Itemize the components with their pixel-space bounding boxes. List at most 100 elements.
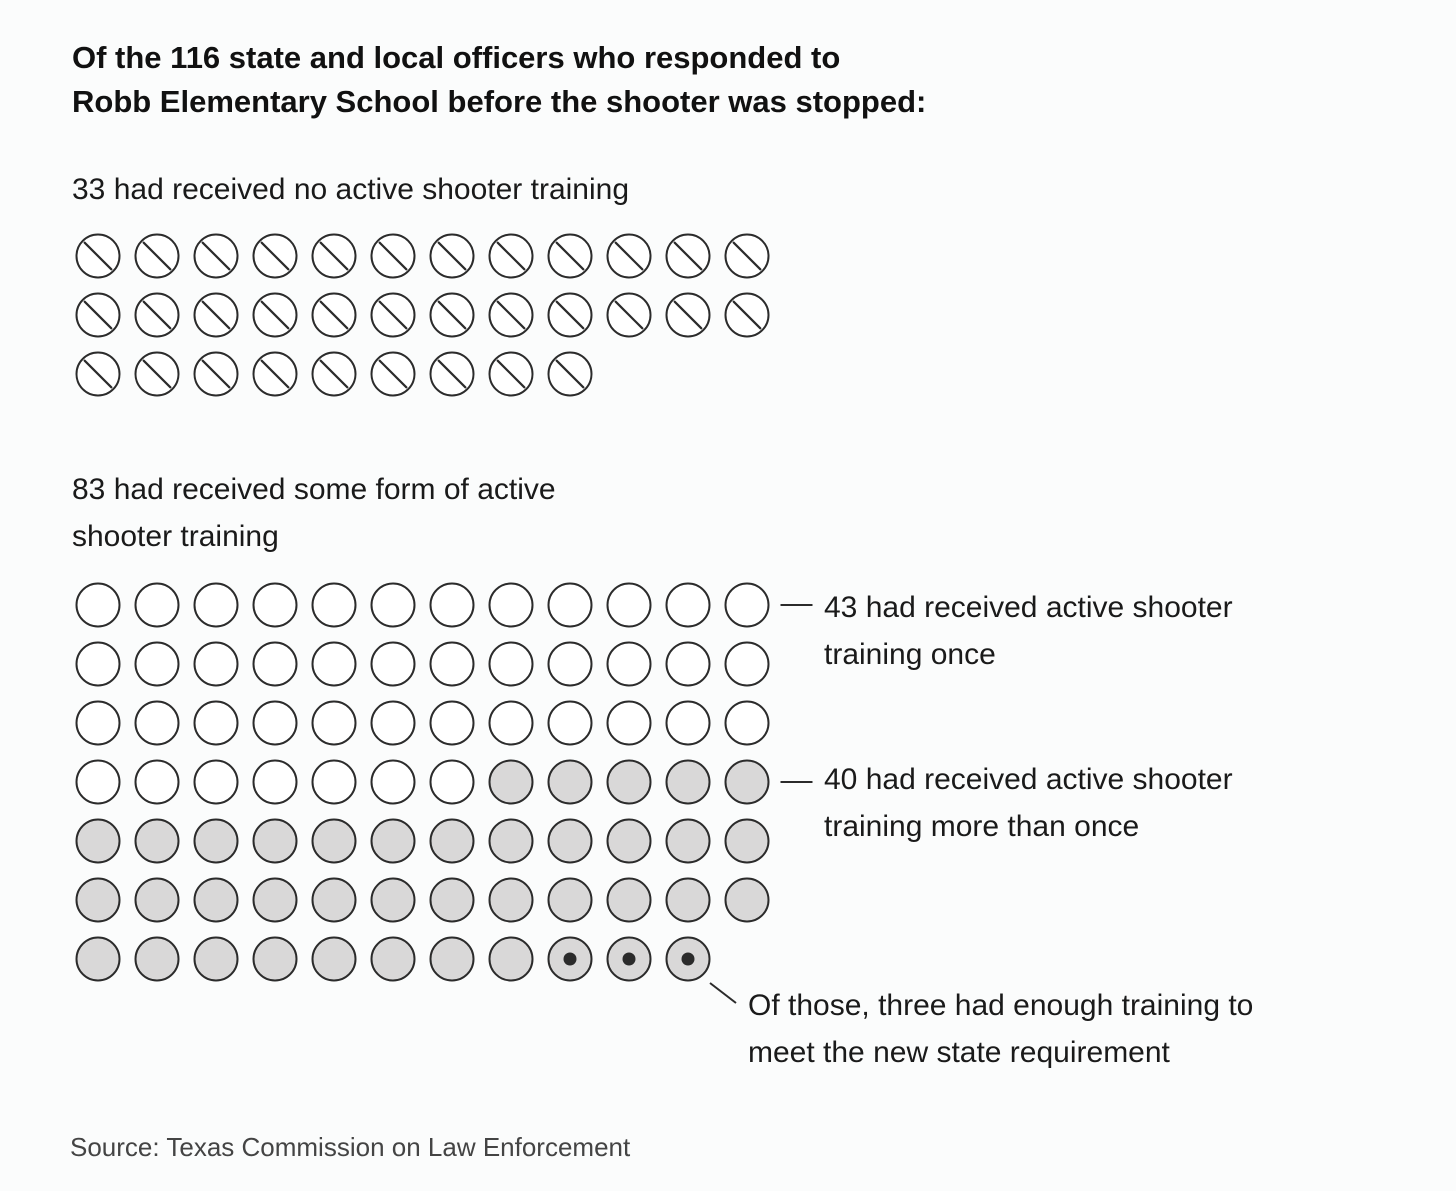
officer-trained-once <box>134 641 180 687</box>
officer-trained-once <box>606 700 652 746</box>
officer-no-training <box>370 292 416 338</box>
slash-mark <box>437 359 467 389</box>
officer-trained-more-than-once <box>311 936 357 982</box>
slash-mark <box>83 300 113 330</box>
slash-mark <box>201 300 231 330</box>
officer-trained-once <box>429 700 475 746</box>
state-requirement-label-line-1: Of those, three had enough training to <box>748 989 1254 1022</box>
slash-mark <box>673 300 703 330</box>
some-training-label-line-2: shooter training <box>72 520 279 553</box>
circle-mark <box>488 759 534 805</box>
officer-no-training <box>724 233 770 279</box>
officer-no-training <box>547 233 593 279</box>
circle-mark <box>665 641 711 687</box>
circle-mark <box>547 582 593 628</box>
officer-trained-more-than-once <box>724 877 770 923</box>
circle-mark <box>665 759 711 805</box>
officer-trained-once <box>75 582 121 628</box>
circle-mark <box>547 759 593 805</box>
circle-mark <box>75 582 121 628</box>
officer-trained-once <box>606 641 652 687</box>
circle-mark <box>724 641 770 687</box>
circle-mark <box>724 759 770 805</box>
circle-mark <box>370 582 416 628</box>
more-than-once-label-line-1: 40 had received active shooter <box>824 763 1233 796</box>
officer-no-training <box>547 351 593 397</box>
officer-trained-more-than-once <box>606 818 652 864</box>
officer-trained-more-than-once <box>429 936 475 982</box>
slash-mark <box>260 241 290 271</box>
slash-mark <box>732 300 762 330</box>
some-training-label-line-1: 83 had received some form of active <box>72 473 556 506</box>
officer-no-training <box>252 292 298 338</box>
slash-mark <box>555 300 585 330</box>
circle-mark <box>75 877 121 923</box>
officer-trained-once <box>252 700 298 746</box>
officer-trained-more-than-once <box>75 877 121 923</box>
officer-trained-more-than-once <box>370 818 416 864</box>
officer-trained-once <box>429 641 475 687</box>
officer-trained-more-than-once <box>547 759 593 805</box>
slash-mark <box>496 300 526 330</box>
circle-mark <box>311 759 357 805</box>
officer-trained-more-than-once <box>252 936 298 982</box>
slash-mark <box>378 359 408 389</box>
officer-trained-once <box>193 582 239 628</box>
circle-mark <box>134 641 180 687</box>
officer-trained-more-than-once <box>547 877 593 923</box>
more-than-once-label-line-2: training more than once <box>824 810 1140 843</box>
circle-mark <box>252 759 298 805</box>
slash-mark <box>260 300 290 330</box>
slash-mark <box>83 241 113 271</box>
officer-no-training <box>75 233 121 279</box>
circle-mark <box>547 818 593 864</box>
officer-no-training <box>75 351 121 397</box>
state-requirement-label-line-2: meet the new state requirement <box>748 1036 1170 1069</box>
circle-mark <box>193 877 239 923</box>
officer-trained-once <box>488 700 534 746</box>
circle-mark <box>488 641 534 687</box>
officer-trained-more-than-once <box>665 818 711 864</box>
circle-mark <box>370 818 416 864</box>
officer-no-training <box>370 351 416 397</box>
slash-mark <box>496 359 526 389</box>
circle-mark <box>488 877 534 923</box>
officer-trained-more-than-once <box>134 936 180 982</box>
officer-no-training <box>252 351 298 397</box>
slash-mark <box>260 359 290 389</box>
requirement-connector-line <box>709 982 737 1004</box>
officer-trained-more-than-once <box>488 818 534 864</box>
officer-trained-once <box>134 582 180 628</box>
circle-mark <box>193 759 239 805</box>
officer-trained-more-than-once <box>665 877 711 923</box>
slash-mark <box>496 241 526 271</box>
officer-trained-once <box>547 641 593 687</box>
circle-mark <box>606 700 652 746</box>
circle-mark <box>193 818 239 864</box>
circle-mark <box>370 759 416 805</box>
officer-no-training <box>606 233 652 279</box>
officer-trained-once <box>75 759 121 805</box>
officer-trained-more-than-once <box>429 818 475 864</box>
title-line-1: Of the 116 state and local officers who … <box>72 40 841 75</box>
circle-mark <box>75 936 121 982</box>
once-label-line-2: training once <box>824 638 996 671</box>
circle-mark <box>311 818 357 864</box>
circle-mark <box>311 936 357 982</box>
officer-no-training <box>429 233 475 279</box>
circle-mark <box>606 877 652 923</box>
officer-trained-once <box>429 582 475 628</box>
slash-mark <box>142 359 172 389</box>
circle-mark <box>252 936 298 982</box>
officer-trained-once <box>370 700 416 746</box>
officer-no-training <box>134 351 180 397</box>
officer-trained-more-than-once <box>75 818 121 864</box>
officer-trained-more-than-once <box>252 877 298 923</box>
circle-mark <box>724 582 770 628</box>
circle-mark <box>134 877 180 923</box>
officer-trained-once <box>193 700 239 746</box>
circle-mark <box>134 759 180 805</box>
officer-meets-requirement <box>665 936 711 982</box>
circle-mark <box>606 818 652 864</box>
